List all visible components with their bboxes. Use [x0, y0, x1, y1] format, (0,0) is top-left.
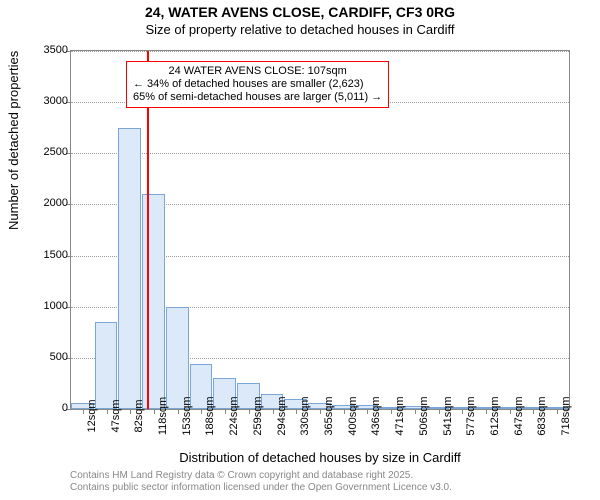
x-tick-mark	[107, 409, 108, 414]
x-tick-label: 683sqm	[536, 396, 548, 435]
annotation-line: ← 34% of detached houses are smaller (2,…	[133, 78, 382, 91]
y-gridline	[71, 153, 569, 154]
x-tick-label: 541sqm	[442, 396, 454, 435]
x-tick-label: 577sqm	[465, 396, 477, 435]
histogram-bar	[118, 128, 141, 409]
plot-area: 24 WATER AVENS CLOSE: 107sqm← 34% of det…	[70, 50, 570, 410]
x-tick-mark	[367, 409, 368, 414]
x-tick-label: 436sqm	[370, 396, 382, 435]
property-size-chart: 24, WATER AVENS CLOSE, CARDIFF, CF3 0RG …	[0, 0, 600, 500]
y-tick-label: 500	[50, 351, 68, 363]
x-tick-label: 188sqm	[204, 396, 216, 435]
chart-title-sub: Size of property relative to detached ho…	[0, 22, 600, 37]
y-gridline	[71, 51, 569, 52]
x-tick-mark	[510, 409, 511, 414]
x-tick-label: 471sqm	[394, 396, 406, 435]
x-tick-label: 400sqm	[347, 396, 359, 435]
x-tick-mark	[439, 409, 440, 414]
x-tick-mark	[344, 409, 345, 414]
x-tick-mark	[486, 409, 487, 414]
x-tick-mark	[557, 409, 558, 414]
x-tick-mark	[225, 409, 226, 414]
x-tick-mark	[320, 409, 321, 414]
x-tick-label: 118sqm	[157, 397, 169, 435]
x-tick-mark	[533, 409, 534, 414]
y-axis-label: Number of detached properties	[6, 51, 21, 230]
x-axis-label: Distribution of detached houses by size …	[70, 450, 570, 465]
x-tick-label: 153sqm	[181, 396, 193, 435]
annotation-line: 65% of semi-detached houses are larger (…	[133, 91, 382, 104]
y-tick-label: 2000	[44, 197, 68, 209]
x-tick-mark	[273, 409, 274, 414]
y-tick-label: 2500	[44, 146, 68, 158]
x-tick-label: 224sqm	[228, 396, 240, 435]
x-tick-label: 12sqm	[86, 399, 98, 432]
x-tick-label: 647sqm	[513, 396, 525, 435]
y-tick-label: 3000	[44, 95, 68, 107]
x-tick-mark	[178, 409, 179, 414]
x-tick-label: 259sqm	[252, 396, 264, 435]
y-tick-label: 3500	[44, 44, 68, 56]
x-tick-label: 330sqm	[299, 396, 311, 435]
histogram-bar	[142, 194, 165, 409]
attribution-line-1: Contains HM Land Registry data © Crown c…	[70, 470, 570, 482]
y-tick-label: 1000	[44, 300, 68, 312]
attribution: Contains HM Land Registry data © Crown c…	[70, 470, 570, 494]
attribution-line-2: Contains public sector information licen…	[70, 482, 570, 494]
y-tick-label: 1500	[44, 249, 68, 261]
x-tick-label: 82sqm	[133, 399, 145, 432]
x-tick-label: 506sqm	[418, 396, 430, 435]
y-tick-label: 0	[62, 402, 68, 414]
x-tick-mark	[83, 409, 84, 414]
x-tick-label: 365sqm	[323, 396, 335, 435]
x-tick-mark	[130, 409, 131, 414]
x-tick-mark	[154, 409, 155, 414]
x-tick-mark	[249, 409, 250, 414]
x-tick-mark	[462, 409, 463, 414]
annotation-box: 24 WATER AVENS CLOSE: 107sqm← 34% of det…	[126, 61, 389, 108]
x-tick-mark	[391, 409, 392, 414]
x-tick-label: 294sqm	[276, 396, 288, 435]
histogram-bar	[95, 322, 118, 409]
x-tick-label: 718sqm	[560, 396, 572, 435]
chart-title-main: 24, WATER AVENS CLOSE, CARDIFF, CF3 0RG	[0, 4, 600, 20]
histogram-bar	[166, 307, 189, 409]
x-tick-mark	[201, 409, 202, 414]
x-tick-mark	[415, 409, 416, 414]
x-tick-label: 612sqm	[489, 396, 501, 435]
x-tick-label: 47sqm	[110, 399, 122, 432]
annotation-line: 24 WATER AVENS CLOSE: 107sqm	[133, 65, 382, 78]
x-tick-mark	[296, 409, 297, 414]
